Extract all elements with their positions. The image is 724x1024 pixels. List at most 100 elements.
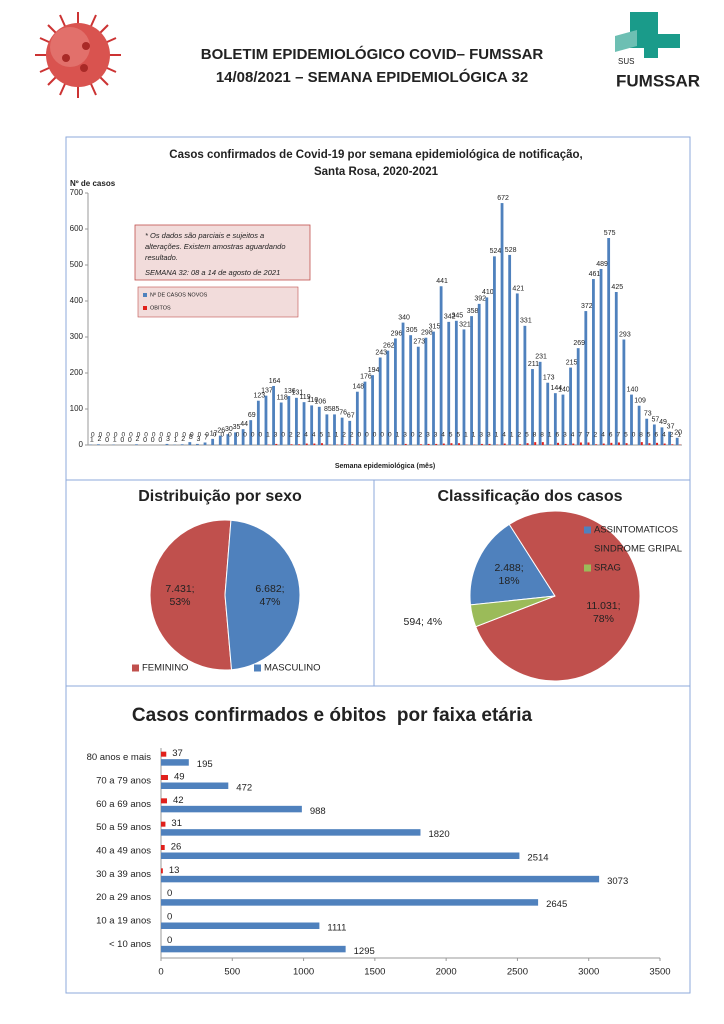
case-bar: [188, 442, 192, 445]
death-value-label: 1: [464, 432, 468, 439]
case-value-label: 345: [452, 313, 464, 320]
case-value-label: 35: [233, 424, 241, 431]
case-bar: [546, 382, 550, 445]
case-value-label: 136: [284, 388, 296, 395]
legend-label: MASCULINO: [264, 663, 320, 674]
case-bar: [500, 203, 504, 445]
case-value-label: 2514: [527, 853, 548, 864]
death-value-label: 0: [167, 888, 172, 899]
case-value-label: 144: [551, 385, 563, 392]
category-label: 10 a 19 anos: [96, 916, 151, 927]
legend-label: SRAG: [594, 563, 621, 574]
death-bar: [534, 442, 537, 445]
case-value-label: 2: [136, 436, 140, 443]
y-tick-label: 200: [70, 368, 84, 377]
death-value-label: 2: [342, 432, 346, 439]
y-tick-label: 300: [70, 332, 84, 341]
case-value-label: 137: [261, 388, 273, 395]
death-value-label: 4: [662, 432, 666, 439]
case-bar: [241, 429, 245, 445]
death-value-label: 0: [167, 912, 172, 923]
case-bar: [493, 256, 496, 445]
death-value-label: 0: [160, 432, 164, 439]
chart-title: Casos confirmados e óbitos por faixa etá…: [132, 705, 533, 726]
death-bar: [640, 442, 643, 445]
annotation: * Os dados são parciais e sujeitos a alte…: [145, 231, 286, 262]
case-bar: [310, 405, 314, 445]
case-value-label: 528: [505, 247, 517, 254]
case-bar: [317, 406, 321, 445]
death-value-label: 13: [169, 865, 180, 876]
case-value-label: 123: [254, 393, 266, 400]
death-value-label: 3: [274, 432, 278, 439]
case-bar: [462, 329, 466, 445]
case-value-label: 131: [292, 390, 304, 397]
legend-label: Nº DE CASOS NOVOS: [150, 291, 208, 298]
death-value-label: 4: [502, 432, 506, 439]
death-value-label: 5: [647, 432, 651, 439]
case-value-label: 524: [490, 248, 502, 255]
case-bar: [161, 875, 600, 883]
case-bar: [477, 303, 481, 445]
case-bar: [97, 444, 100, 445]
death-value-label: 0: [411, 432, 415, 439]
case-value-label: 8: [189, 434, 193, 441]
pie-value-label: 7.431; 53%: [165, 583, 194, 608]
death-bar: [625, 443, 628, 445]
x-tick-label: 3000: [578, 967, 599, 978]
death-value-label: 0: [167, 432, 171, 439]
death-value-label: 2: [517, 432, 521, 439]
pie-slice: [149, 519, 233, 671]
death-value-label: 1: [472, 432, 476, 439]
death-value-label: 0: [373, 432, 377, 439]
death-value-label: 0: [152, 432, 156, 439]
case-value-label: 26: [217, 427, 225, 434]
legend-label: SINDROME GRIPAL: [594, 544, 682, 555]
death-value-label: 2: [594, 432, 598, 439]
case-value-label: 372: [581, 303, 593, 310]
death-value-label: 0: [175, 432, 179, 439]
death-bar: [320, 443, 323, 445]
death-value-label: 1: [335, 432, 339, 439]
case-value-label: 3: [196, 436, 200, 443]
case-bar: [576, 348, 580, 445]
case-value-label: 421: [512, 285, 524, 292]
case-bar: [371, 375, 374, 445]
legend-swatch: [254, 664, 261, 672]
case-bar: [348, 420, 352, 445]
death-value-label: 0: [220, 432, 224, 439]
case-value-label: 0: [128, 437, 132, 444]
death-value-label: 6: [556, 432, 560, 439]
case-bar: [470, 316, 473, 445]
death-value-label: 3: [426, 432, 430, 439]
case-bar: [622, 339, 626, 445]
logo-name: FUMSSAR: [616, 71, 700, 90]
death-bar: [648, 443, 651, 445]
case-value-label: 1: [113, 436, 117, 443]
case-bar: [378, 357, 382, 445]
death-value-label: 37: [172, 748, 183, 759]
case-bar: [264, 395, 268, 445]
case-bar: [569, 367, 572, 445]
virus-icon: [35, 12, 121, 98]
category-label: 70 a 79 anos: [96, 776, 151, 787]
death-bar: [503, 443, 506, 445]
case-value-label: 1: [90, 436, 94, 443]
death-value-label: 0: [251, 432, 255, 439]
death-value-label: 1: [396, 432, 400, 439]
y-tick-label: 500: [70, 260, 84, 269]
death-value-label: 2: [670, 432, 674, 439]
case-value-label: 392: [474, 296, 486, 303]
death-value-label: 8: [540, 432, 544, 439]
case-value-label: 195: [197, 759, 213, 770]
case-value-label: 305: [406, 327, 418, 334]
death-value-label: 3: [563, 432, 567, 439]
frame: [65, 685, 691, 994]
case-value-label: 73: [644, 411, 652, 418]
case-value-label: 425: [611, 284, 623, 291]
death-value-label: 5: [457, 432, 461, 439]
case-bar: [454, 320, 458, 445]
case-value-label: 67: [347, 413, 355, 420]
case-value-label: 231: [535, 354, 547, 361]
